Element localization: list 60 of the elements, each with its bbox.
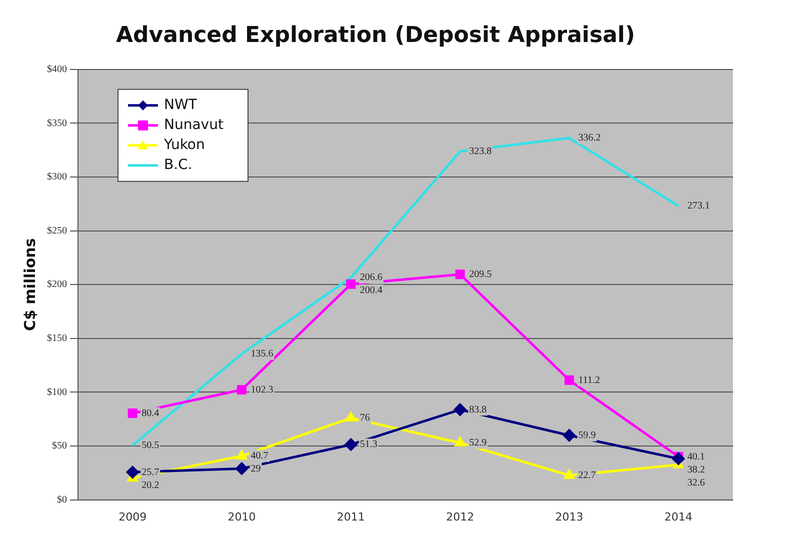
point xyxy=(564,375,574,385)
point xyxy=(346,279,356,289)
data-label: 200.4 xyxy=(360,285,382,296)
data-label: 102.3 xyxy=(250,384,274,396)
point xyxy=(454,403,467,416)
data-label: 111.2 xyxy=(578,374,600,386)
point xyxy=(344,438,358,452)
x-tick-label: 2009 xyxy=(118,510,147,524)
chart-title: Advanced Exploration (Deposit Appraisal) xyxy=(116,22,636,48)
x-tick-label: 2014 xyxy=(664,510,692,524)
data-label: 22.7 xyxy=(578,470,596,481)
point xyxy=(454,436,466,446)
data-label: 206.6 xyxy=(360,272,382,284)
data-label: 80.4 xyxy=(142,408,160,419)
data-label: 83.8 xyxy=(469,404,487,416)
point xyxy=(345,412,357,422)
y-tick-label: $200 xyxy=(47,279,67,290)
y-tick-label: $100 xyxy=(47,386,67,398)
y-tick-label: $350 xyxy=(47,118,67,129)
legend-label: B.C. xyxy=(164,157,192,174)
x-tick-label: 2012 xyxy=(446,510,474,524)
data-label: 76 xyxy=(360,412,370,424)
data-label: 336.2 xyxy=(578,132,601,144)
data-label: 32.6 xyxy=(687,477,705,488)
data-label: 323.8 xyxy=(469,146,492,158)
y-tick-label: $400 xyxy=(47,64,67,76)
data-label: 52.9 xyxy=(469,438,487,449)
data-label: 273.1 xyxy=(687,200,710,212)
point xyxy=(564,468,575,479)
data-label: 20.2 xyxy=(142,480,160,491)
point xyxy=(126,466,140,479)
legend-label: NWT xyxy=(164,97,198,114)
legend-label: Yukon xyxy=(163,137,205,154)
x-tick-label: 2011 xyxy=(336,510,365,524)
y-tick-label: $250 xyxy=(47,225,67,236)
data-label: 51.3 xyxy=(360,439,378,450)
point xyxy=(672,452,685,466)
data-label: 40.7 xyxy=(250,450,268,462)
x-tick-label: 2010 xyxy=(228,510,256,524)
x-tick-label: 2013 xyxy=(555,510,584,524)
y-axis-title: C$ millions xyxy=(20,238,39,331)
point xyxy=(236,450,248,460)
point xyxy=(455,270,465,280)
data-label: 40.1 xyxy=(687,451,705,462)
data-label: 135.6 xyxy=(250,348,274,360)
point xyxy=(128,408,138,418)
data-label: 50.5 xyxy=(142,440,160,452)
data-label: 38.2 xyxy=(687,464,705,476)
y-tick-label: $300 xyxy=(47,172,67,183)
point xyxy=(235,462,248,476)
point xyxy=(237,384,246,394)
data-label: 209.5 xyxy=(469,269,492,280)
data-label: 59.9 xyxy=(578,430,596,441)
data-label: 29 xyxy=(250,464,261,475)
y-tick-label: $50 xyxy=(52,440,67,452)
y-tick-label: $0 xyxy=(57,494,67,506)
point xyxy=(562,428,576,442)
data-label: 25.7 xyxy=(142,466,160,478)
y-tick-label: $150 xyxy=(47,333,67,344)
legend-label: Nunavut xyxy=(164,117,224,134)
